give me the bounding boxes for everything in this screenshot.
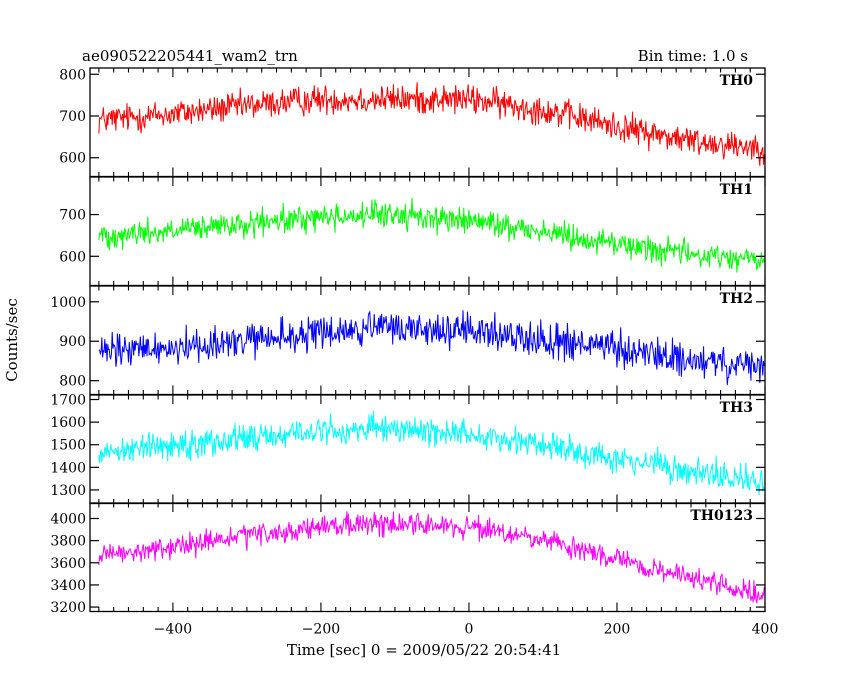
x-tick-label: −400 — [154, 622, 192, 638]
bin-time-label: Bin time: 1.0 s — [638, 47, 748, 65]
y-tick-label: 1300 — [50, 483, 86, 499]
panel-th2: 800 900 1000 TH2 — [50, 285, 766, 396]
y-tick-label: 600 — [59, 249, 86, 265]
series-line-th1 — [98, 197, 765, 273]
panel-th1: 600 700 TH1 — [59, 176, 766, 287]
series-line-th2 — [98, 310, 765, 386]
panel-th0: 600 700 800 TH0 — [59, 67, 766, 178]
panel-label: TH2 — [720, 291, 753, 307]
y-tick-label: 900 — [59, 334, 86, 350]
x-tick-label: 200 — [604, 622, 631, 638]
x-tick-label: −200 — [302, 622, 340, 638]
y-tick-label: 800 — [59, 374, 86, 390]
panel-th3: 1300 1400 1500 1600 1700 TH3 — [50, 393, 766, 505]
y-tick-label: 1000 — [50, 295, 86, 311]
panel-frame — [89, 176, 766, 287]
y-tick-label: 1600 — [50, 415, 86, 431]
series-line-th0 — [98, 82, 765, 166]
y-tick-label: 3600 — [50, 556, 86, 572]
x-axis-title: Time [sec] 0 = 2009/05/22 20:54:41 — [287, 641, 561, 659]
y-tick-label: 700 — [59, 208, 86, 224]
series-line-th3 — [98, 410, 765, 495]
panel-label: TH1 — [720, 182, 753, 198]
panel-label: TH3 — [720, 400, 753, 416]
panel-label: TH0123 — [690, 508, 753, 524]
y-tick-label: 1400 — [50, 460, 86, 476]
y-tick-label: 1700 — [50, 393, 86, 409]
panel-label: TH0 — [720, 73, 754, 89]
y-tick-label: 3200 — [50, 600, 86, 616]
y-tick-label: 3800 — [50, 534, 86, 550]
y-tick-label: 4000 — [50, 512, 86, 528]
chart-title: ae090522205441_wam2_trn — [82, 47, 298, 65]
y-tick-label: 800 — [59, 67, 86, 83]
y-tick-label: 700 — [59, 109, 86, 125]
y-tick-label: 1500 — [50, 438, 86, 454]
x-tick-label: 0 — [464, 622, 473, 638]
y-tick-label: 3400 — [50, 578, 86, 594]
series-line-th0123 — [98, 511, 765, 604]
y-tick-label: 600 — [59, 151, 86, 167]
panel-th0123: 3200 3400 3600 3800 4000 TH0123 — [50, 502, 766, 616]
panel-frame — [89, 502, 766, 613]
panels-group: 600 700 800 TH0 600 700 TH1 800 900 1000 TH2 1300 14… — [50, 67, 778, 637]
x-tick-label: 400 — [752, 622, 779, 638]
y-axis-title: Counts/sec — [3, 298, 21, 382]
